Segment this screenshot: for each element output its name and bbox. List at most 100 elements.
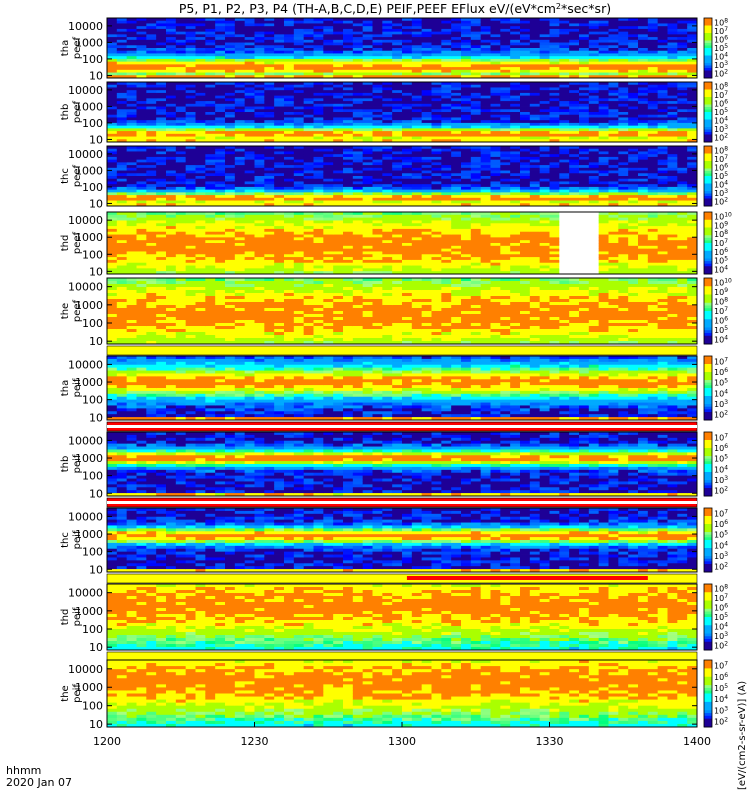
spectrogram-cell <box>136 170 147 174</box>
spectrogram-cell <box>156 117 167 121</box>
spectrogram-cell <box>657 34 668 38</box>
spectrogram-cell <box>628 106 639 110</box>
spectrogram-cell <box>205 92 216 97</box>
spectrogram-cell <box>156 112 167 116</box>
spectrogram-cell <box>254 195 265 199</box>
spectrogram-cell <box>116 133 128 137</box>
spectrogram-cell <box>480 217 491 221</box>
spectrogram-cell <box>234 117 246 121</box>
spectrogram-cell <box>480 186 491 191</box>
spectrogram-cell <box>657 151 668 155</box>
spectrogram-cell <box>284 120 295 124</box>
spectrogram-cell <box>195 18 206 22</box>
spectrogram-cell <box>510 39 521 43</box>
spectrogram-cell <box>402 69 413 73</box>
spectrogram-cell <box>500 189 511 193</box>
spectrogram-cell <box>107 203 118 207</box>
spectrogram-cell <box>156 197 167 201</box>
spectrogram-cell <box>146 170 157 174</box>
spectrogram-cell <box>362 31 373 35</box>
spectrogram-cell <box>313 45 324 49</box>
spectrogram-cell <box>205 231 216 235</box>
spectrogram-cell <box>608 146 619 150</box>
spectrogram-cell <box>451 212 462 216</box>
spectrogram-cell <box>136 220 147 224</box>
spectrogram-cell <box>559 106 570 110</box>
spectrogram-cell <box>549 103 560 107</box>
spectrogram-cell <box>107 75 118 79</box>
spectrogram-cell <box>362 176 373 180</box>
spectrogram-cell <box>215 271 226 275</box>
spectrogram-cell <box>215 139 226 143</box>
spectrogram-cell <box>175 122 187 127</box>
spectrogram-cell <box>107 259 118 264</box>
spectrogram-cell <box>352 148 364 152</box>
spectrogram-cell <box>244 173 255 177</box>
spectrogram-cell <box>185 271 196 275</box>
spectrogram-cell <box>136 106 147 110</box>
spectrogram-cell <box>362 228 373 233</box>
spectrogram-cell <box>303 265 314 269</box>
spectrogram-cell <box>431 214 442 219</box>
spectrogram-cell <box>254 98 265 102</box>
spectrogram-cell <box>559 195 570 199</box>
spectrogram-cell <box>480 72 491 76</box>
spectrogram-cell <box>362 156 373 161</box>
spectrogram-cell <box>618 50 629 54</box>
spectrogram-cell <box>185 131 196 135</box>
spectrogram-cell <box>126 37 137 41</box>
spectrogram-cell <box>382 254 393 258</box>
spectrogram-cell <box>647 18 659 22</box>
spectrogram-cell <box>264 200 275 204</box>
spectrogram-cell <box>352 131 364 135</box>
spectrogram-cell <box>234 271 246 275</box>
spectrogram-cell <box>628 56 639 60</box>
spectrogram-cell <box>156 20 167 24</box>
spectrogram-cell <box>559 87 570 91</box>
spectrogram-cell <box>323 228 334 233</box>
spectrogram-cell <box>529 101 541 105</box>
spectrogram-cell <box>284 181 295 185</box>
spectrogram-cell <box>470 237 482 241</box>
spectrogram-cell <box>274 186 285 191</box>
spectrogram-cell <box>195 106 206 110</box>
spectrogram-cell <box>205 271 216 275</box>
spectrogram-cell <box>657 162 668 166</box>
spectrogram-cell <box>411 87 423 91</box>
spectrogram-cell <box>402 231 413 235</box>
spectrogram-cell <box>323 170 334 174</box>
spectrogram-cell <box>166 167 177 171</box>
spectrogram-cell <box>598 170 609 174</box>
spectrogram-cell <box>215 148 226 152</box>
colorbar-tick-label: 102 <box>714 68 728 79</box>
spectrogram-cell <box>451 18 462 22</box>
spectrogram-cell <box>500 184 511 188</box>
spectrogram-cell <box>372 103 383 107</box>
spectrogram-cell <box>638 189 649 193</box>
spectrogram-cell <box>431 18 442 22</box>
spectrogram-cell <box>608 200 619 204</box>
spectrogram-cell <box>500 151 511 155</box>
spectrogram-cell <box>470 42 482 46</box>
spectrogram-cell <box>244 45 255 49</box>
spectrogram-cell <box>421 184 432 188</box>
spectrogram-cell <box>470 26 482 30</box>
spectrogram-cell <box>323 131 334 135</box>
spectrogram-cell <box>215 192 226 196</box>
spectrogram-cell <box>480 131 491 135</box>
spectrogram-cell <box>647 146 659 150</box>
spectrogram-cell <box>421 156 432 161</box>
spectrogram-cell <box>529 82 541 86</box>
spectrogram-cell <box>352 186 364 191</box>
spectrogram-cell <box>185 231 196 235</box>
spectrogram-cell <box>421 67 432 71</box>
spectrogram-cell <box>166 50 177 54</box>
spectrogram-cell <box>126 48 137 52</box>
spectrogram-cell <box>470 56 482 60</box>
spectrogram-cell <box>588 103 600 107</box>
spectrogram-cell <box>185 265 196 269</box>
spectrogram-cell <box>126 214 137 219</box>
spectrogram-cell <box>441 173 452 177</box>
spectrogram-cell <box>254 61 265 65</box>
